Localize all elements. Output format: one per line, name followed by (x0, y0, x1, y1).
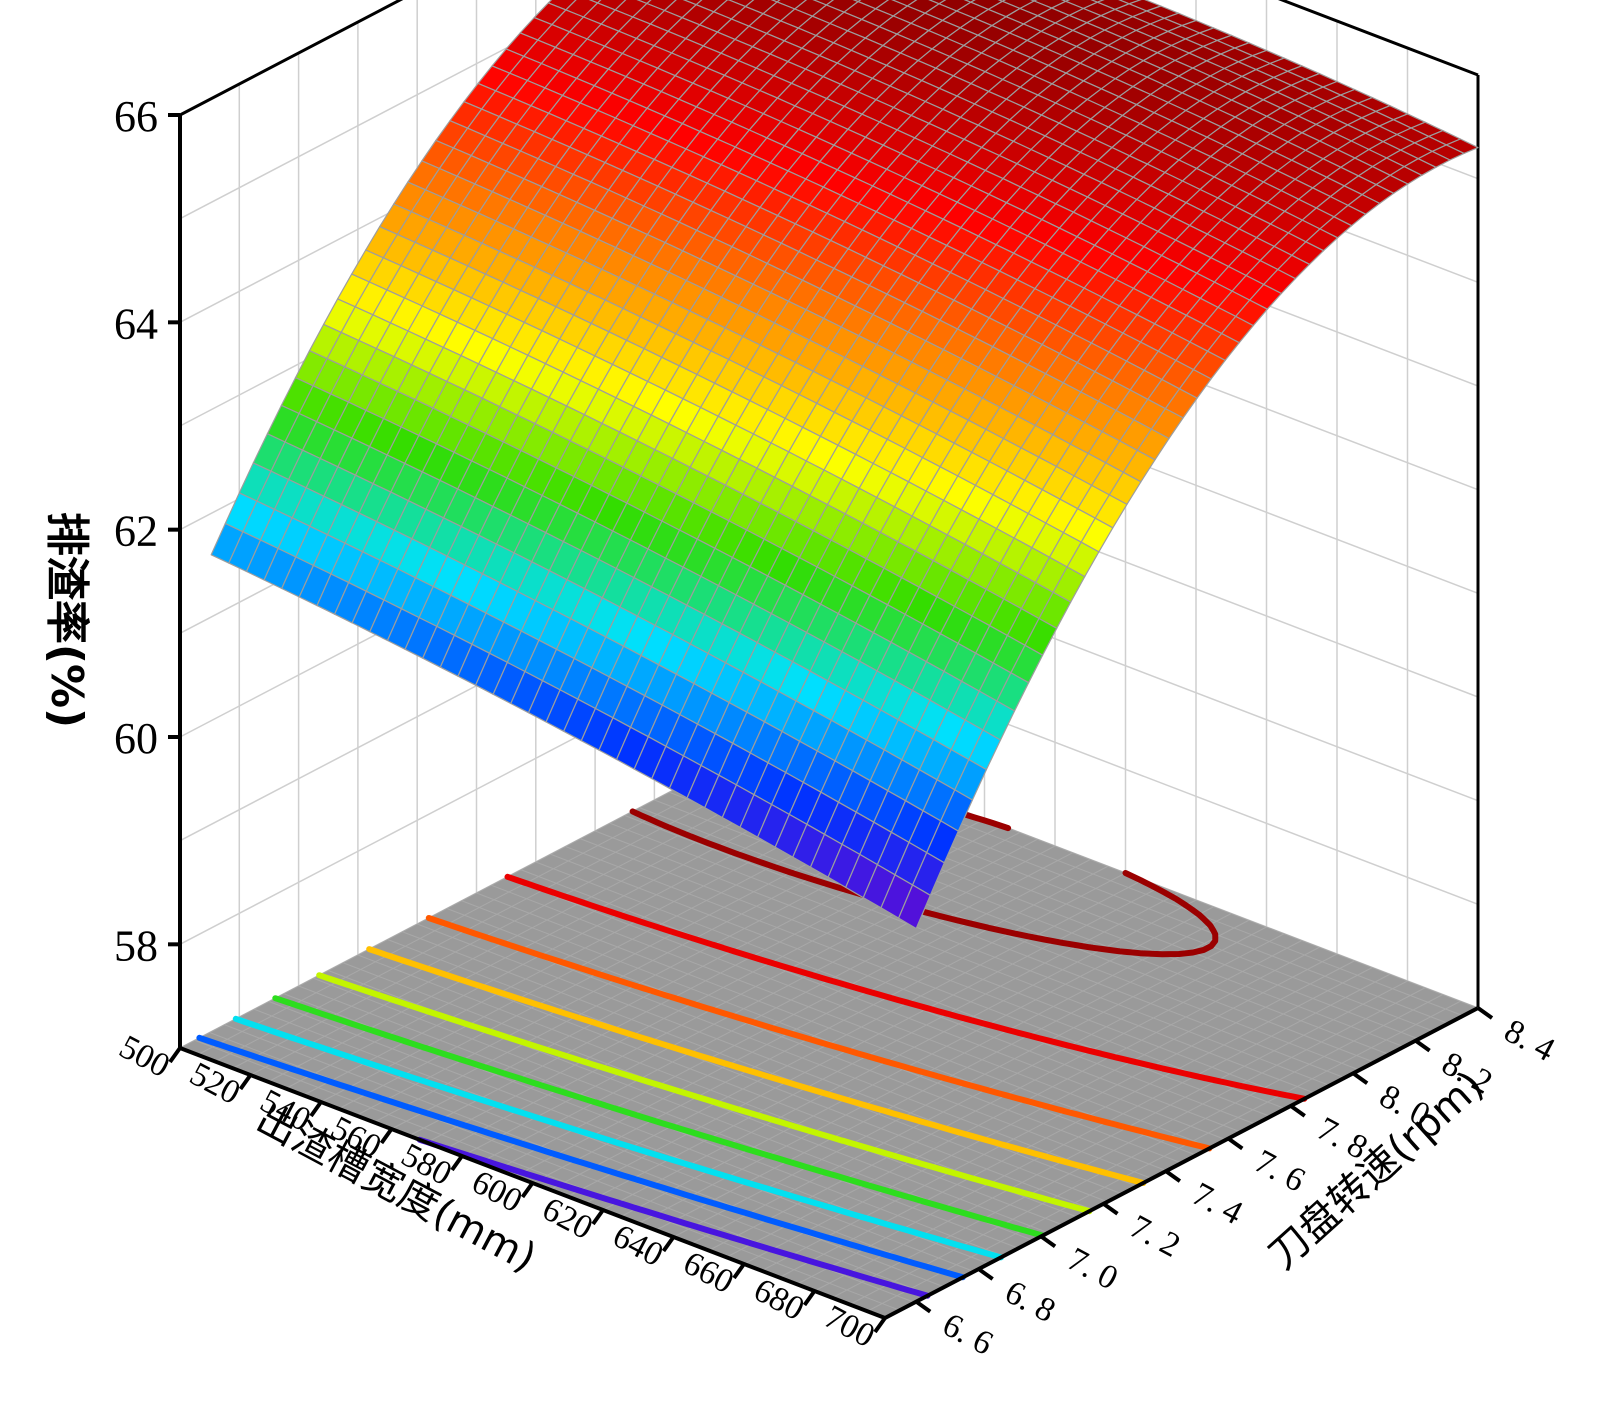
y-tick (1039, 1234, 1057, 1249)
floor-grid-line (549, 879, 1144, 1191)
y-tick (1351, 1071, 1369, 1085)
x-tick (591, 1208, 605, 1226)
y-tick (1476, 1006, 1494, 1020)
floor-grid-line (849, 994, 1443, 1305)
floor-grid-line (491, 884, 1197, 1156)
x-tick (661, 1235, 676, 1253)
contour-line (504, 873, 1308, 1102)
x-tick (802, 1289, 817, 1307)
z-axis-title: 排渣率(%) (41, 512, 92, 728)
floor-contour-plot (179, 737, 1479, 1319)
x-tick (309, 1100, 323, 1118)
floor-grid-line (814, 980, 1408, 1292)
floor-grid-line (602, 899, 1197, 1211)
floor-grid-line (867, 1000, 1461, 1312)
floor-grid-line (673, 926, 1267, 1238)
y-tick-label: 7. 2 (1124, 1208, 1186, 1265)
z-tick-label: 58 (114, 921, 158, 970)
y-tick (1414, 1039, 1431, 1053)
contour-line (425, 915, 1213, 1152)
x-tick (732, 1262, 746, 1280)
y-tick (977, 1267, 994, 1281)
floor-grid-line (580, 838, 1286, 1110)
floor-grid-line (620, 906, 1214, 1218)
contour-line (316, 972, 1093, 1215)
x-tick (168, 1046, 182, 1064)
x-tick (450, 1154, 464, 1172)
y-tick-label: 7. 4 (1186, 1176, 1248, 1233)
floor-grid-line (594, 830, 1301, 1102)
contour-line (272, 995, 1046, 1239)
x-tick (520, 1181, 535, 1199)
x-tick (379, 1127, 394, 1145)
floor-grid-line (550, 853, 1256, 1125)
surface-patch (897, 884, 931, 930)
x-tick-label: 500 (113, 1028, 175, 1085)
floor-grid-line (831, 987, 1426, 1299)
y-tick-label: 8. 4 (1498, 1012, 1560, 1069)
y-tick-label: 6. 8 (999, 1273, 1061, 1330)
floor-grid-line (565, 846, 1271, 1117)
y-tick-label: 7. 0 (1061, 1241, 1123, 1298)
top-frame-edge (179, 0, 1479, 117)
y-axis-line (884, 1006, 1479, 1320)
contour-line (196, 1034, 966, 1281)
floor-grid-line (505, 877, 1212, 1148)
contour-line (232, 1015, 1004, 1261)
y-tick (915, 1300, 932, 1314)
floor-grid-line (638, 913, 1232, 1224)
floor-grid-line (476, 892, 1182, 1164)
response-surface (210, 0, 1479, 930)
floor-grid-line (796, 973, 1391, 1285)
floor-grid-line (624, 815, 1330, 1086)
z-tick-label: 66 (114, 92, 158, 141)
x-tick (873, 1316, 887, 1334)
z-tick-label: 62 (114, 507, 158, 556)
floor-grid-line (520, 869, 1227, 1141)
floor-grid-line (567, 886, 1161, 1197)
y-tick-label: 6. 6 (936, 1306, 998, 1363)
y-tick (1164, 1169, 1182, 1183)
z-tick-label: 64 (114, 299, 158, 348)
x-tick (238, 1073, 253, 1091)
y-tick (1102, 1202, 1119, 1216)
floor-grid-line (639, 807, 1345, 1079)
y-tick-label: 7. 6 (1249, 1143, 1311, 1200)
floor-grid-line (655, 919, 1250, 1231)
floor-grid-line (779, 967, 1373, 1278)
y-tick (1227, 1136, 1244, 1151)
contour-line (366, 946, 1147, 1186)
floor-grid-line (609, 822, 1316, 1094)
z-tick-label: 60 (114, 714, 158, 763)
y-tick (1289, 1104, 1306, 1118)
